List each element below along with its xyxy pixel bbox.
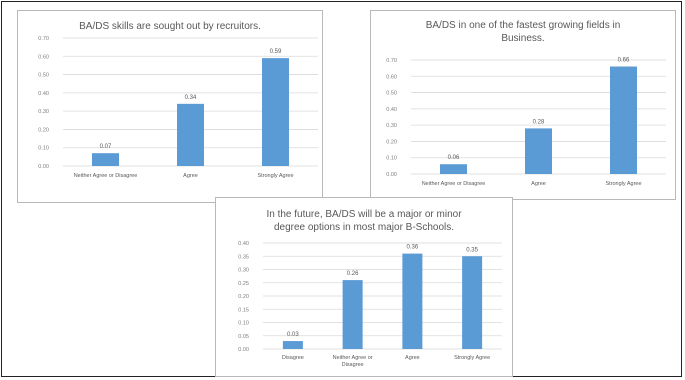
- x-category-label: Agree: [531, 181, 546, 187]
- y-tick-label: 0.05: [238, 334, 249, 340]
- y-tick-label: 0.30: [38, 109, 49, 115]
- y-tick-label: 0.00: [386, 172, 397, 178]
- x-category-label: Agree: [183, 173, 198, 179]
- x-category-label: Strongly Agree: [605, 181, 641, 187]
- data-label: 0.36: [407, 245, 419, 251]
- bar: [282, 341, 303, 349]
- bar: [262, 58, 289, 166]
- y-tick-label: 0.20: [238, 294, 249, 300]
- bar: [402, 253, 423, 349]
- y-tick-label: 0.70: [386, 58, 397, 64]
- data-label: 0.34: [185, 95, 197, 101]
- x-category-label: Strongly Agree: [257, 173, 293, 179]
- y-tick-label: 0.25: [238, 281, 249, 287]
- bar: [440, 164, 467, 174]
- chart-fastest-growing: BA/DS in one of the fastest growing fiel…: [370, 10, 676, 200]
- bar: [177, 103, 204, 166]
- bar: [462, 256, 483, 349]
- data-label: 0.03: [287, 332, 299, 338]
- data-label: 0.28: [533, 119, 545, 125]
- y-tick-label: 0.15: [238, 307, 249, 313]
- x-category-label: Neither Agree or Disagree: [422, 181, 486, 187]
- y-tick-label: 0.20: [38, 127, 49, 133]
- x-category-label: Disagree: [282, 355, 304, 361]
- y-tick-label: 0.40: [38, 91, 49, 97]
- y-tick-label: 0.60: [386, 74, 397, 80]
- chart-svg: 0.00 0.10 0.20 0.30 0.40 0.50 0.60 0.70 0.07 Neit…: [38, 36, 318, 179]
- chart-future-degree: In the future, BA/DS will be a major or …: [215, 197, 513, 377]
- data-label: 0.35: [466, 247, 478, 253]
- data-label: 0.59: [270, 49, 282, 55]
- x-category-label: Agree: [405, 355, 420, 361]
- data-label: 0.26: [347, 271, 359, 277]
- y-tick-label: 0.40: [386, 107, 397, 113]
- chart-title: In the future, BA/DS will be a major or …: [266, 209, 462, 233]
- y-tick-label: 0.50: [38, 73, 49, 79]
- bar: [610, 66, 637, 174]
- bar: [342, 280, 363, 349]
- x-category-label: Neither Agree or Disagree: [74, 173, 138, 179]
- y-tick-label: 0.10: [386, 156, 397, 162]
- data-label: 0.06: [448, 155, 460, 161]
- data-label: 0.07: [100, 144, 112, 150]
- y-tick-label: 0.20: [386, 139, 397, 145]
- chart-svg: 0.00 0.05 0.10 0.15 0.20 0.25 0.30 0.35 0.40 0.03…: [238, 241, 502, 368]
- bar: [525, 128, 552, 174]
- y-tick-label: 0.30: [386, 123, 397, 129]
- y-tick-label: 0.50: [386, 91, 397, 97]
- y-tick-label: 0.30: [238, 268, 249, 274]
- chart-title: BA/DS skills are sought out by recruitor…: [79, 21, 261, 32]
- chart-svg: 0.00 0.10 0.20 0.30 0.40 0.50 0.60 0.70 0.06 Neit…: [386, 58, 666, 187]
- y-tick-label: 0.60: [38, 54, 49, 60]
- y-tick-label: 0.00: [38, 164, 49, 170]
- chart-title: BA/DS in one of the fastest growing fiel…: [425, 20, 621, 44]
- y-tick-label: 0.00: [238, 347, 249, 353]
- chart-recruiters: BA/DS skills are sought out by recruitor…: [17, 10, 323, 203]
- y-tick-label: 0.40: [238, 241, 249, 247]
- bar: [92, 153, 119, 166]
- y-tick-label: 0.35: [238, 254, 249, 260]
- y-tick-label: 0.10: [38, 146, 49, 152]
- y-tick-label: 0.10: [238, 321, 249, 327]
- y-tick-label: 0.70: [38, 36, 49, 42]
- x-category-label: Neither Agree or Disagree: [333, 355, 373, 368]
- data-label: 0.66: [618, 58, 630, 64]
- x-category-label: Strongly Agree: [454, 355, 490, 361]
